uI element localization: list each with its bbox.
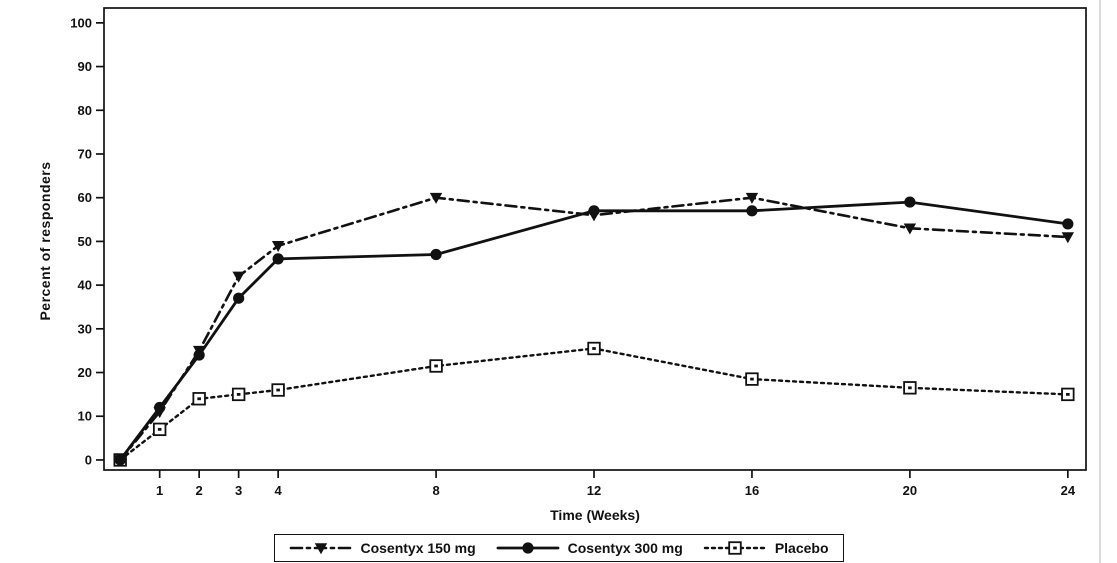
series-placebo xyxy=(113,341,1075,467)
triangle-down-marker-icon xyxy=(429,192,443,204)
circle-marker-icon xyxy=(233,292,245,304)
circle-marker-icon xyxy=(272,253,284,265)
legend-item-placebo: Placebo xyxy=(703,540,829,556)
y-axis: 0 10 20 30 40 50 60 70 80 90 100 xyxy=(70,15,104,467)
x-axis: 1 2 3 4 8 12 16 20 24 xyxy=(156,470,1076,498)
circle-marker-icon xyxy=(154,401,166,414)
x-tick-label: 1 xyxy=(156,483,163,498)
y-tick-label: 60 xyxy=(78,190,92,205)
x-axis-title: Time (Weeks) xyxy=(550,507,640,523)
circle-marker-icon xyxy=(904,196,916,208)
triangle-down-marker-icon xyxy=(232,271,245,283)
square-marker-dot-icon xyxy=(197,397,201,401)
circle-marker-icon xyxy=(430,248,442,261)
series-cosentyx-150-mg xyxy=(113,192,1075,467)
triangle-down-marker-icon xyxy=(745,192,759,204)
circle-marker-icon xyxy=(114,454,126,466)
y-tick-label: 40 xyxy=(78,278,92,293)
y-tick-label: 80 xyxy=(78,103,92,118)
x-tick-label: 3 xyxy=(235,483,242,498)
legend: Cosentyx 150 mg Cosentyx 300 mg Placebo xyxy=(273,534,844,562)
circle-marker-icon xyxy=(746,205,758,217)
circle-marker-icon xyxy=(588,205,600,217)
triangle-down-marker-icon xyxy=(903,223,917,235)
legend-label-cosentyx-150-mg: Cosentyx 150 mg xyxy=(360,540,476,556)
legend-label-cosentyx-300-mg: Cosentyx 300 mg xyxy=(567,540,683,556)
x-tick-label: 24 xyxy=(1061,483,1076,498)
series-line-cosentyx-150-mg xyxy=(118,196,1070,462)
y-tick-label: 0 xyxy=(85,452,92,467)
x-tick-label: 12 xyxy=(587,483,601,498)
x-tick-label: 20 xyxy=(903,483,917,498)
circle-marker-icon xyxy=(193,349,205,361)
x-tick-label: 16 xyxy=(745,483,759,498)
plot-frame xyxy=(103,7,1087,471)
x-tick-label: 4 xyxy=(275,483,283,498)
square-marker-dot-icon xyxy=(750,377,754,381)
x-tick-label: 8 xyxy=(432,483,439,498)
y-tick-label: 90 xyxy=(78,59,92,74)
legend-label-placebo: Placebo xyxy=(774,540,829,556)
legend-marker-cosentyx-300-mg-icon xyxy=(496,542,560,554)
x-tick-label: 2 xyxy=(196,483,203,498)
y-tick-label: 30 xyxy=(78,321,92,336)
legend-item-cosentyx-150-mg: Cosentyx 150 mg xyxy=(288,540,476,556)
square-marker-dot-icon xyxy=(157,427,162,431)
square-marker-dot-icon xyxy=(434,364,438,368)
circle-marker-icon xyxy=(522,542,534,554)
square-marker-dot-icon xyxy=(592,347,596,350)
y-tick-label: 20 xyxy=(78,365,92,380)
triangle-down-marker-icon xyxy=(271,240,285,252)
square-marker-dot-icon xyxy=(1066,392,1070,396)
series-cosentyx-300-mg xyxy=(114,196,1074,466)
y-tick-label: 10 xyxy=(78,409,92,424)
y-tick-label: 70 xyxy=(78,146,92,161)
series-line-cosentyx-300-mg xyxy=(118,200,1070,462)
circle-marker-icon xyxy=(1062,218,1074,230)
legend-item-cosentyx-300-mg: Cosentyx 300 mg xyxy=(496,540,683,556)
legend-marker-placebo-icon xyxy=(703,541,767,555)
triangle-down-marker-icon xyxy=(1061,232,1075,244)
square-marker-dot-icon xyxy=(733,546,737,550)
triangle-down-marker-icon xyxy=(314,543,327,555)
y-tick-label: 100 xyxy=(70,15,92,30)
square-marker-dot-icon xyxy=(908,386,912,390)
window-right-edge xyxy=(1099,0,1101,563)
y-axis-title: Percent of responders xyxy=(37,161,53,321)
legend-marker-cosentyx-150-mg-icon xyxy=(289,543,352,555)
y-tick-label: 50 xyxy=(78,234,92,249)
series-line-placebo xyxy=(118,347,1070,462)
square-marker-dot-icon xyxy=(276,388,280,392)
square-marker-dot-icon xyxy=(236,392,241,396)
